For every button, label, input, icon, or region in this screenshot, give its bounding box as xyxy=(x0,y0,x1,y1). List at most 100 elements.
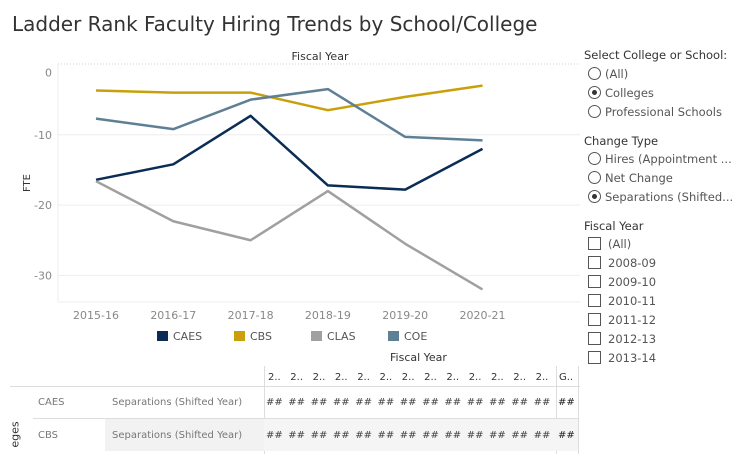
radio-option[interactable]: Professional Schools xyxy=(588,102,722,121)
option-label: 2012-13 xyxy=(608,331,657,346)
option-label: Colleges xyxy=(605,85,654,100)
x-tick-label: 2016-17 xyxy=(150,309,196,322)
column-header: 2.. xyxy=(513,372,527,383)
radio-option[interactable]: Colleges xyxy=(588,83,722,102)
x-tick-label: 2015-16 xyxy=(73,309,119,322)
legend-label: CLAS xyxy=(327,330,356,343)
checkbox-option[interactable]: 2012-13 xyxy=(588,329,656,348)
table-cell: ## xyxy=(422,430,439,441)
column-header: 2.. xyxy=(401,372,415,383)
option-label: Separations (Shifted... xyxy=(605,189,734,204)
x-tick-label: 2019-20 xyxy=(382,309,428,322)
option-label: 2010-11 xyxy=(608,293,657,308)
table-cell: ## xyxy=(332,430,350,441)
series-line-coe xyxy=(95,87,483,142)
table-cell: ## xyxy=(558,397,575,408)
y-axis-label: FTE xyxy=(22,174,33,192)
column-header: G.. xyxy=(559,372,574,383)
table-cell: ## xyxy=(511,397,529,408)
table-cell: ## xyxy=(466,397,484,408)
y-tick-label: -20 xyxy=(34,199,52,212)
checkbox-option[interactable]: 2010-11 xyxy=(588,291,656,310)
legend-swatch-coe xyxy=(388,331,399,341)
checkbox-option[interactable]: 2011-12 xyxy=(588,310,656,329)
option-label: (All) xyxy=(605,66,629,81)
fiscal-year-filter-label: Fiscal Year xyxy=(584,219,644,233)
option-label: Professional Schools xyxy=(605,104,722,119)
option-label: 2009-10 xyxy=(608,274,657,289)
column-header: 2.. xyxy=(379,372,393,383)
column-header: 2.. xyxy=(468,372,482,383)
table-cell: ## xyxy=(377,430,395,441)
table-cell: ## xyxy=(288,397,306,408)
checkbox-icon xyxy=(588,275,601,288)
radio-icon xyxy=(588,190,601,203)
change-type-label: Change Type xyxy=(584,134,659,148)
column-header: 2.. xyxy=(446,372,460,383)
crosstab: Fiscal Year eges 2.. 2.. 2.. 2.. 2.. 2.. 2.. 2.… xyxy=(0,350,590,454)
radio-option[interactable]: Hires (Appointment ... xyxy=(588,149,733,168)
table-cell: ## xyxy=(399,397,417,408)
row-measure: Separations (Shifted Year) xyxy=(112,397,243,408)
option-label: (All) xyxy=(608,236,632,251)
school-filter: (All) Colleges Professional Schools xyxy=(588,64,722,121)
table-cell: ## xyxy=(533,430,551,441)
top-axis-label: Fiscal Year xyxy=(292,50,349,63)
column-header: 2.. xyxy=(268,372,281,383)
series-line-caes xyxy=(95,114,484,191)
option-label: 2011-12 xyxy=(608,312,657,327)
table-cell: ## xyxy=(355,430,372,441)
table-cell: ## xyxy=(422,397,439,408)
table-cell: ## xyxy=(266,397,283,408)
row-school: CBS xyxy=(38,430,59,441)
checkbox-option[interactable]: 2013-14 xyxy=(588,348,656,367)
checkbox-option[interactable]: 2008-09 xyxy=(588,253,656,272)
checkbox-icon xyxy=(588,294,601,307)
fiscal-year-filter[interactable]: (All) 2008-09 2009-10 2010-11 2011-12 2012-13… xyxy=(588,234,656,368)
option-label: 2008-09 xyxy=(608,255,657,270)
line-chart: Fiscal Year 0 -10 -20 -30 FTE 2015-16 2016-17 20… xyxy=(22,50,580,343)
table-cell: ## xyxy=(332,397,350,408)
table-cell: ## xyxy=(288,430,306,441)
radio-option[interactable]: (All) xyxy=(588,64,722,83)
table-cell: ## xyxy=(310,430,328,441)
table-cell: ## xyxy=(355,397,372,408)
table-cell: ## xyxy=(511,430,529,441)
x-tick-label: 2017-18 xyxy=(228,309,274,322)
page-title: Ladder Rank Faculty Hiring Trends by Sch… xyxy=(12,12,538,36)
series-line-cbs xyxy=(95,84,483,112)
x-tick-label: 2018-19 xyxy=(305,309,351,322)
table-cell: ## xyxy=(310,397,328,408)
radio-icon xyxy=(588,152,601,165)
table-header: Fiscal Year xyxy=(390,351,447,364)
change-type-filter: Hires (Appointment ... Net Change Separati… xyxy=(588,149,733,206)
checkbox-icon xyxy=(588,313,601,326)
table-cell: ## xyxy=(558,430,575,441)
table-cell: ## xyxy=(266,430,283,441)
option-label: 2013-14 xyxy=(608,350,657,365)
legend-swatch-caes xyxy=(157,331,168,341)
checkbox-option[interactable]: 2009-10 xyxy=(588,272,656,291)
radio-option[interactable]: Separations (Shifted... xyxy=(588,187,733,206)
legend-swatch-clas xyxy=(311,331,322,341)
legend-label: COE xyxy=(404,330,427,343)
radio-option[interactable]: Net Change xyxy=(588,168,733,187)
column-header: 2.. xyxy=(535,372,549,383)
series-line-clas xyxy=(95,180,484,291)
radio-icon xyxy=(588,86,601,99)
table-cell: ## xyxy=(489,397,506,408)
school-filter-label: Select College or School: xyxy=(584,48,728,62)
table-cell: ## xyxy=(399,430,417,441)
row-group-label: eges xyxy=(8,421,22,448)
checkbox-option[interactable]: (All) xyxy=(588,234,656,253)
option-label: Net Change xyxy=(605,170,673,185)
legend-label: CBS xyxy=(250,330,272,343)
table-cell: ## xyxy=(444,430,462,441)
column-header: 2.. xyxy=(334,372,348,383)
table-cell: ## xyxy=(466,430,484,441)
checkbox-icon xyxy=(588,332,601,345)
row-school: CAES xyxy=(38,397,65,408)
y-tick-label: 0 xyxy=(45,67,52,80)
table-cell: ## xyxy=(489,430,506,441)
column-header: 2.. xyxy=(491,372,504,383)
